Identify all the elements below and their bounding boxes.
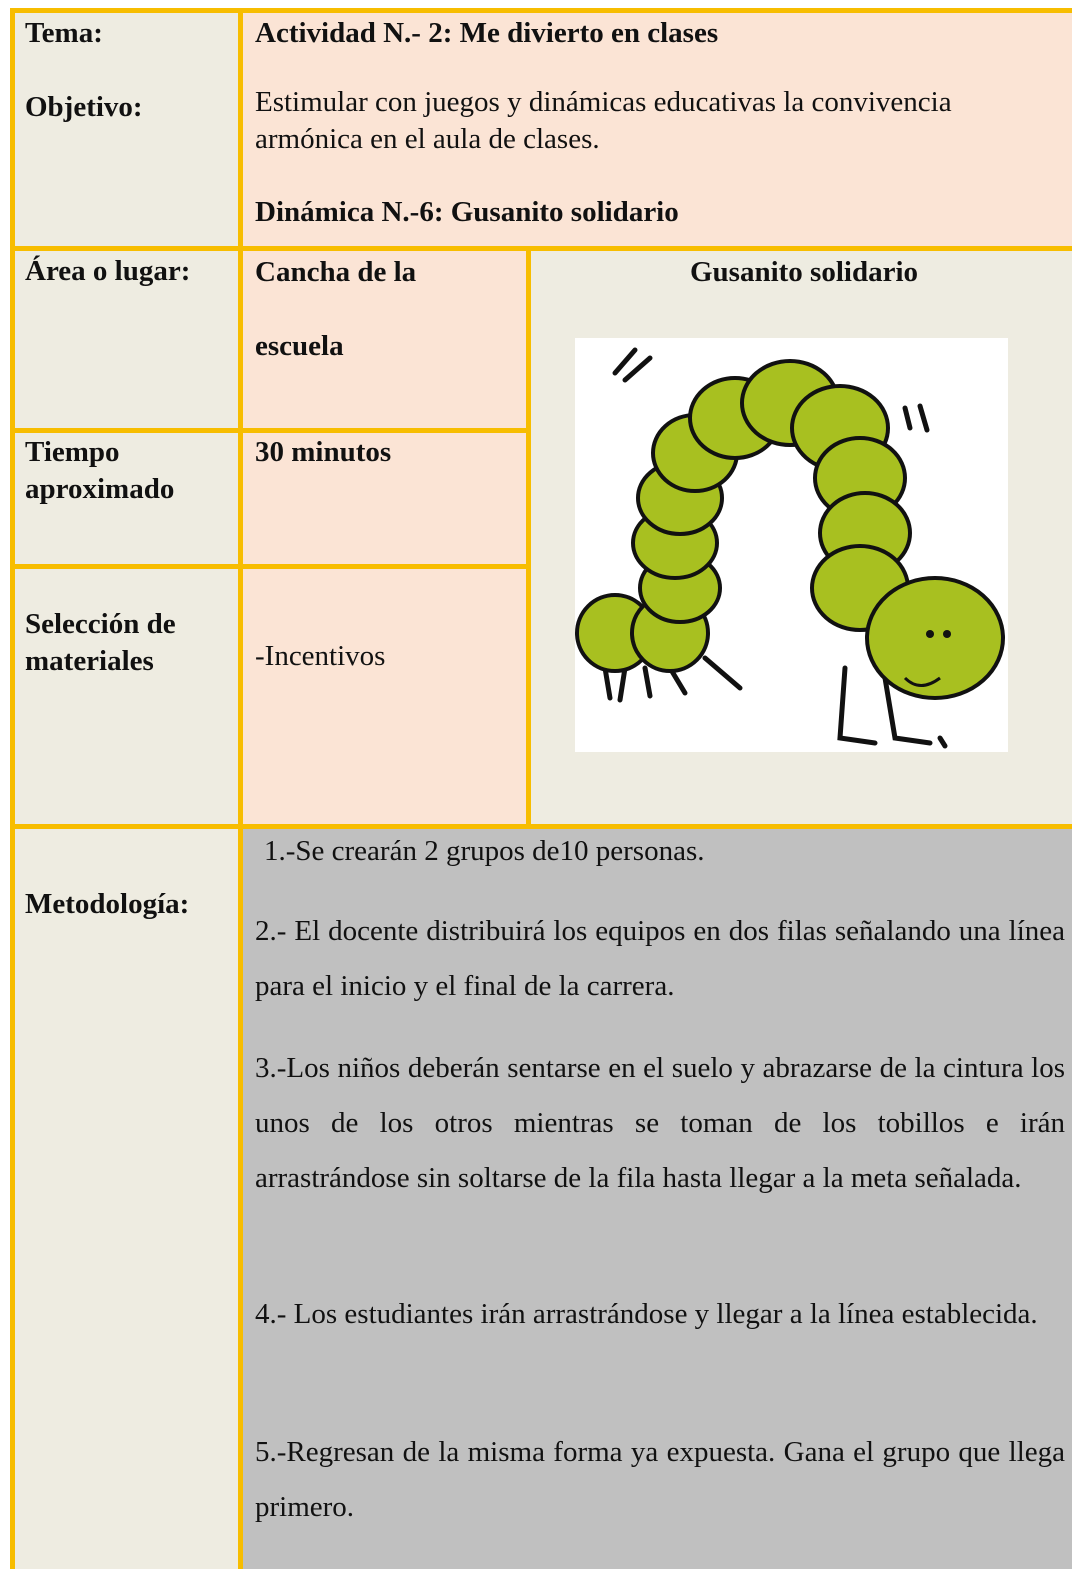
border bbox=[12, 428, 528, 433]
step: 2.- El docente distribuirá los equipos e… bbox=[255, 915, 1065, 1002]
step: 3.-Los niños deberán sentarse en el suel… bbox=[255, 1052, 1065, 1194]
label: Área o lugar: bbox=[25, 255, 191, 287]
image-caption: Gusanito solidario bbox=[689, 256, 919, 288]
label: Tema: bbox=[25, 17, 103, 49]
border bbox=[12, 246, 1072, 251]
header-cell bbox=[240, 10, 1072, 248]
border bbox=[526, 248, 531, 828]
step: 1.-Se crearán 2 grupos de10 personas. bbox=[264, 835, 705, 867]
value: Actividad N.- 2: Me divierto en clases bbox=[255, 17, 719, 49]
value-column bbox=[240, 248, 528, 826]
border bbox=[12, 8, 1072, 13]
step: 5.-Regresan de la misma forma ya expuest… bbox=[255, 1436, 1065, 1523]
border bbox=[12, 824, 1072, 829]
value: Cancha de la escuela bbox=[255, 256, 417, 362]
border bbox=[10, 8, 15, 1569]
value: -Incentivos bbox=[255, 640, 386, 672]
label: Selección de materiales bbox=[25, 608, 176, 677]
value: Estimular con juegos y dinámicas educati… bbox=[255, 86, 952, 155]
label: Objetivo: bbox=[25, 91, 143, 123]
caterpillar-image bbox=[575, 338, 1008, 752]
label: Tiempo aproximado bbox=[25, 436, 175, 505]
label-column bbox=[12, 10, 240, 1569]
border bbox=[238, 8, 243, 1569]
subtitle: Dinámica N.-6: Gusanito solidario bbox=[255, 196, 679, 228]
step: 4.- Los estudiantes irán arrastrándose y… bbox=[255, 1298, 1038, 1330]
method-cell bbox=[240, 826, 1072, 1569]
label: Metodología: bbox=[25, 888, 190, 920]
border bbox=[12, 564, 528, 569]
value: 30 minutos bbox=[255, 436, 392, 468]
